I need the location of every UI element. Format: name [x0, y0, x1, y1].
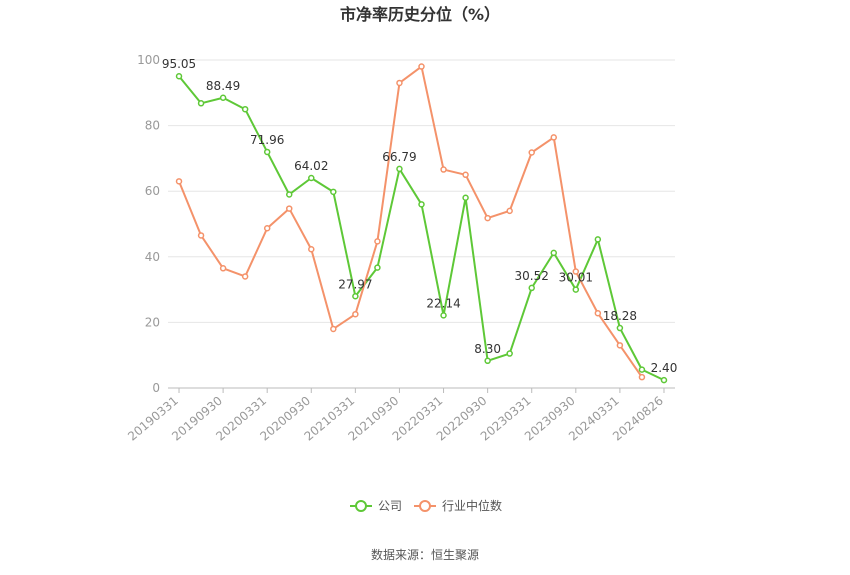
point-company — [374, 264, 381, 271]
point-industry-median — [308, 246, 315, 253]
point-industry-median — [197, 232, 205, 239]
data-label: 30.52 — [515, 269, 549, 283]
point-company — [330, 188, 337, 196]
point-company — [352, 293, 359, 300]
y-axis: 0 20 40 60 80 100 — [137, 53, 160, 395]
point-industry-median — [330, 325, 337, 333]
source-note: 数据来源：恒生聚源 — [371, 547, 479, 562]
point-company — [219, 94, 227, 102]
point-industry-median — [440, 166, 447, 173]
point-company — [418, 201, 425, 208]
point-company — [263, 148, 271, 156]
series-line-company — [178, 75, 665, 382]
data-label: 18.28 — [603, 309, 637, 323]
point-industry-median — [352, 310, 359, 318]
point-industry-median — [572, 268, 580, 275]
point-company — [440, 312, 447, 319]
point-industry-median — [550, 134, 558, 141]
point-company — [550, 249, 558, 257]
point-company — [528, 284, 535, 292]
point-industry-median — [285, 205, 293, 212]
y-tick-label: 40 — [145, 250, 160, 264]
legend[interactable]: 公司 行业中位数 — [350, 498, 502, 513]
point-industry-median — [241, 273, 249, 280]
data-label: 27.97 — [338, 277, 372, 291]
legend-marker-company — [355, 500, 367, 512]
point-industry-median — [219, 265, 227, 272]
point-company — [197, 100, 205, 107]
y-tick-label: 80 — [145, 119, 160, 133]
point-company — [396, 165, 403, 173]
data-label: 88.49 — [206, 79, 240, 93]
y-tick-label: 100 — [137, 53, 160, 67]
point-company — [616, 324, 624, 332]
data-label: 2.40 — [651, 361, 678, 375]
point-company — [660, 376, 668, 384]
point-industry-median — [462, 171, 469, 179]
point-company — [572, 286, 580, 293]
data-label: 30.01 — [559, 271, 593, 285]
point-industry-median — [175, 178, 183, 185]
series-line-industry-median — [178, 65, 643, 378]
data-label: 64.02 — [294, 159, 328, 173]
point-company — [484, 357, 491, 365]
point-industry-median — [418, 63, 425, 70]
point-industry-median — [263, 225, 271, 232]
data-label: 8.30 — [474, 342, 501, 356]
legend-item-industry-median[interactable]: 行业中位数 — [414, 498, 502, 513]
point-industry-median — [484, 214, 491, 222]
grid — [168, 59, 675, 323]
y-tick-label: 0 — [152, 381, 160, 395]
point-industry-median — [374, 238, 381, 245]
point-company — [285, 191, 293, 198]
point-industry-median — [638, 373, 646, 381]
point-company — [175, 72, 183, 80]
legend-marker-industry-median — [419, 500, 431, 512]
legend-label-industry-median: 行业中位数 — [442, 498, 502, 513]
point-company — [506, 350, 513, 357]
series-group — [175, 63, 668, 384]
y-tick-label: 60 — [145, 184, 160, 198]
point-industry-median — [616, 342, 624, 349]
point-industry-median — [528, 149, 535, 156]
point-industry-median — [594, 309, 602, 317]
chart-title: 市净率历史分位（%） — [340, 5, 500, 24]
point-company — [308, 174, 315, 182]
point-company — [241, 105, 249, 113]
data-label: 71.96 — [250, 133, 284, 147]
point-company — [638, 366, 646, 373]
data-labels: 95.05 88.49 71.96 64.02 27.97 66.79 22.14 8.30 3… — [162, 57, 677, 375]
legend-label-company: 公司 — [378, 499, 402, 513]
point-company — [594, 236, 602, 243]
x-axis: 2019033120190930202003312020093020210331… — [125, 387, 675, 444]
data-label: 22.14 — [426, 296, 460, 310]
data-label: 66.79 — [382, 150, 416, 164]
data-label: 95.05 — [162, 57, 196, 71]
point-company — [462, 194, 469, 202]
legend-item-company[interactable]: 公司 — [350, 499, 402, 513]
y-tick-label: 20 — [145, 315, 160, 329]
point-industry-median — [396, 79, 403, 87]
point-industry-median — [506, 207, 513, 215]
